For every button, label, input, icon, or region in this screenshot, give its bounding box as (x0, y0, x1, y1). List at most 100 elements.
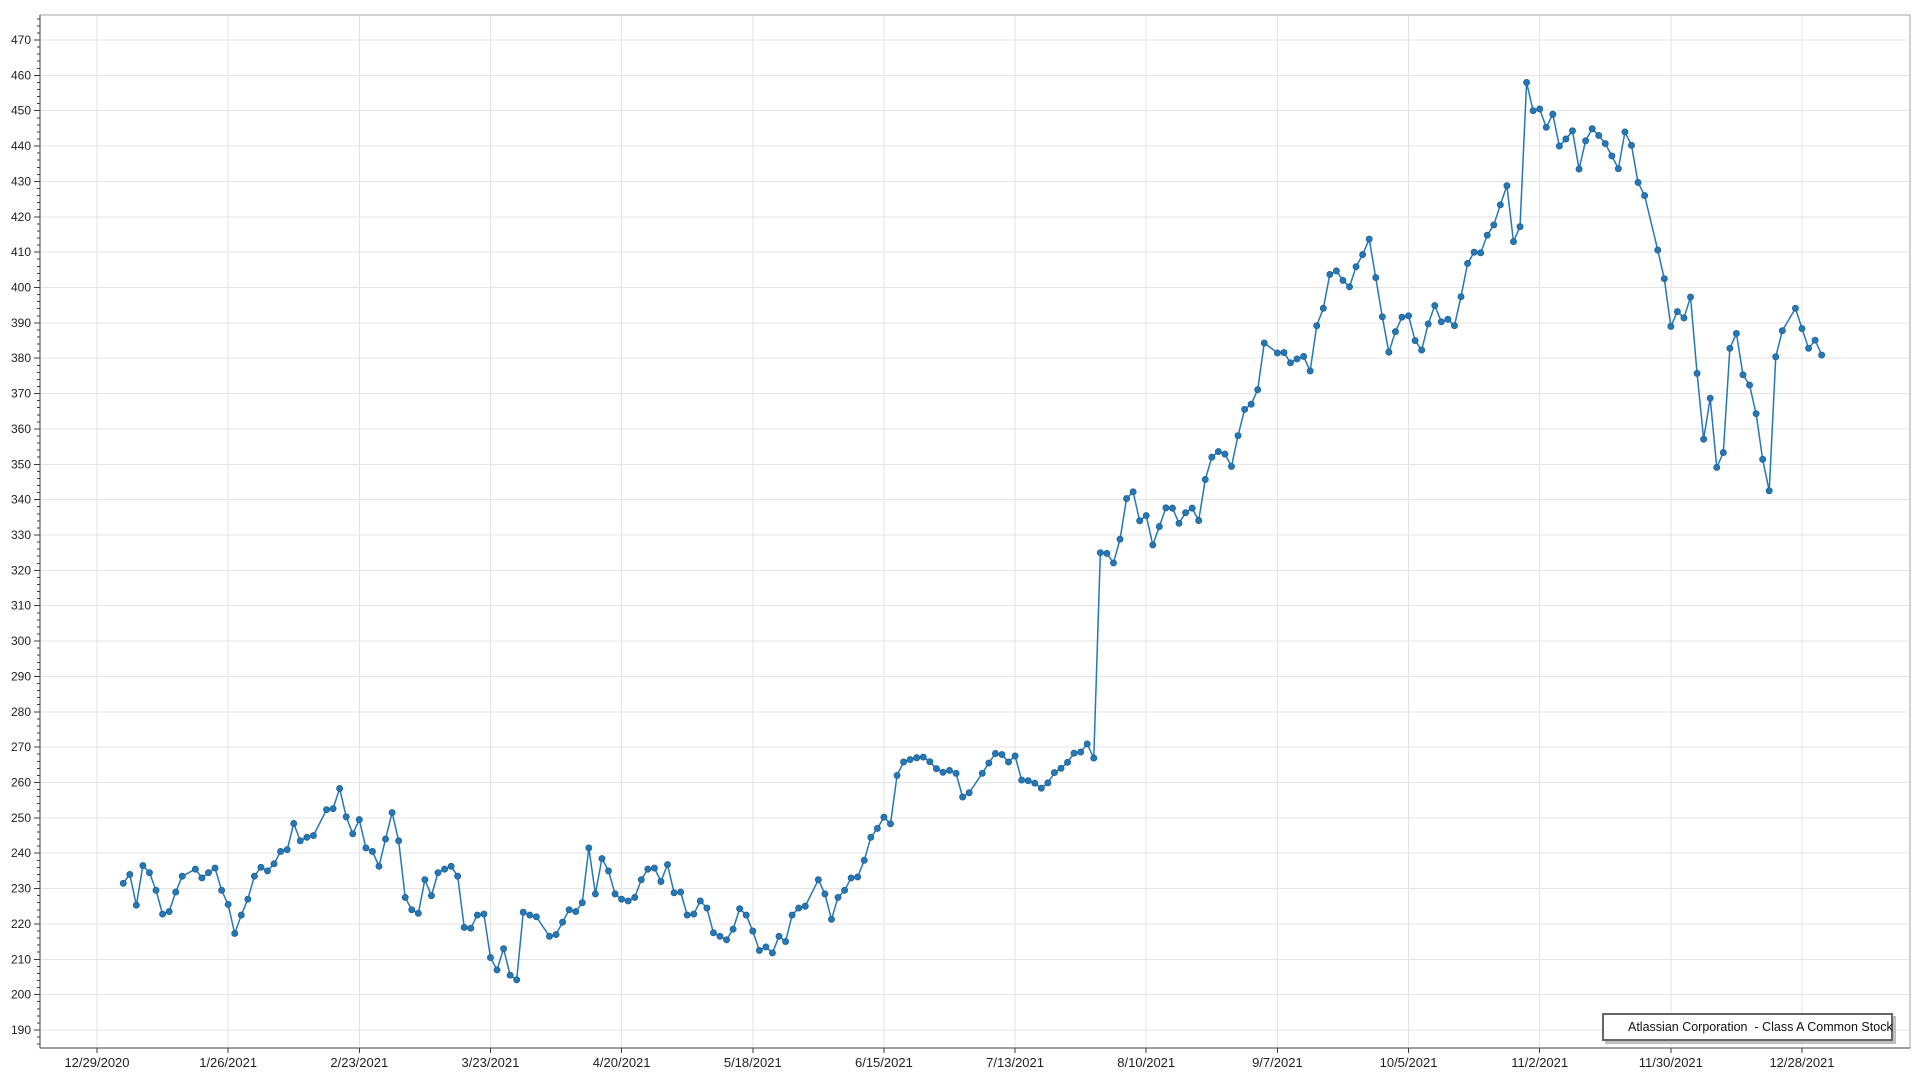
data-point-marker[interactable] (1418, 346, 1426, 354)
data-point-marker[interactable] (388, 809, 396, 817)
data-point-marker[interactable] (159, 910, 167, 918)
data-point-marker[interactable] (1077, 748, 1085, 756)
data-point-marker[interactable] (690, 910, 698, 918)
data-point-marker[interactable] (1346, 283, 1353, 291)
data-point-marker[interactable] (1614, 165, 1622, 173)
data-point-marker[interactable] (1444, 315, 1452, 323)
data-point-marker[interactable] (1280, 349, 1288, 357)
data-point-marker[interactable] (847, 874, 855, 882)
data-point-marker[interactable] (493, 966, 501, 974)
data-point-marker[interactable] (349, 830, 357, 838)
data-point-marker[interactable] (939, 768, 947, 776)
data-point-marker[interactable] (696, 897, 704, 905)
data-point-marker[interactable] (1752, 410, 1760, 418)
data-point-marker[interactable] (985, 759, 993, 767)
data-point-marker[interactable] (1798, 325, 1806, 332)
data-point-marker[interactable] (926, 758, 934, 766)
data-point-marker[interactable] (644, 865, 652, 873)
data-point-marker[interactable] (1818, 351, 1826, 359)
data-point-marker[interactable] (473, 911, 481, 919)
data-point-marker[interactable] (585, 844, 593, 852)
data-point-marker[interactable] (1555, 142, 1563, 150)
data-point-marker[interactable] (755, 947, 763, 954)
data-point-marker[interactable] (1536, 105, 1544, 113)
data-point-marker[interactable] (1601, 140, 1609, 148)
data-point-marker[interactable] (1621, 128, 1629, 136)
data-point-marker[interactable] (467, 924, 475, 932)
data-point-marker[interactable] (1719, 449, 1727, 457)
data-point-marker[interactable] (1155, 523, 1163, 530)
data-point-marker[interactable] (834, 893, 842, 901)
data-point-marker[interactable] (913, 754, 921, 762)
data-point-marker[interactable] (1096, 549, 1104, 557)
data-point-marker[interactable] (998, 751, 1006, 759)
data-point-marker[interactable] (1437, 318, 1445, 326)
data-point-marker[interactable] (1391, 328, 1399, 336)
data-point-marker[interactable] (1608, 152, 1616, 160)
data-point-marker[interactable] (1496, 201, 1504, 209)
data-point-marker[interactable] (1477, 249, 1485, 257)
data-point-marker[interactable] (1575, 165, 1583, 173)
data-point-marker[interactable] (670, 889, 678, 897)
data-point-marker[interactable] (1450, 322, 1458, 330)
data-point-marker[interactable] (323, 806, 330, 814)
data-point-marker[interactable] (532, 913, 540, 921)
data-point-marker[interactable] (1201, 476, 1209, 483)
data-point-marker[interactable] (709, 929, 717, 937)
data-point-marker[interactable] (565, 906, 573, 914)
data-point-marker[interactable] (1287, 359, 1294, 367)
data-point-marker[interactable] (1510, 238, 1517, 245)
data-point-marker[interactable] (1031, 779, 1039, 787)
data-point-marker[interactable] (1228, 462, 1235, 470)
data-point-marker[interactable] (1634, 179, 1642, 186)
data-point-marker[interactable] (480, 910, 488, 918)
data-point-marker[interactable] (1365, 235, 1373, 243)
data-point-marker[interactable] (329, 805, 337, 813)
data-point-marker[interactable] (447, 862, 455, 870)
data-point-marker[interactable] (1044, 779, 1052, 787)
data-point-marker[interactable] (434, 869, 442, 877)
data-point-marker[interactable] (1765, 487, 1773, 495)
data-point-marker[interactable] (762, 943, 770, 951)
data-point-marker[interactable] (336, 785, 344, 792)
legend[interactable]: Atlassian Corporation - Class A Common S… (1602, 1013, 1893, 1041)
data-point-marker[interactable] (1687, 293, 1694, 301)
data-point-marker[interactable] (1706, 394, 1714, 402)
data-point-marker[interactable] (854, 873, 862, 881)
data-point-marker[interactable] (1175, 519, 1183, 527)
data-point-marker[interactable] (814, 876, 822, 884)
data-point-marker[interactable] (1332, 267, 1340, 275)
data-point-marker[interactable] (1116, 535, 1124, 543)
data-point-marker[interactable] (290, 820, 298, 827)
data-point-marker[interactable] (1195, 517, 1203, 524)
data-point-marker[interactable] (572, 908, 580, 916)
data-point-marker[interactable] (841, 886, 849, 894)
data-point-marker[interactable] (860, 856, 868, 864)
data-point-marker[interactable] (401, 893, 409, 901)
data-point-marker[interactable] (382, 835, 389, 843)
data-point-marker[interactable] (1569, 127, 1576, 135)
data-point-marker[interactable] (1247, 400, 1255, 408)
data-point-marker[interactable] (978, 769, 986, 777)
data-point-marker[interactable] (309, 832, 317, 839)
data-point-marker[interactable] (1273, 349, 1281, 357)
data-point-marker[interactable] (460, 924, 468, 931)
data-point-marker[interactable] (1726, 344, 1734, 352)
data-point-marker[interactable] (1516, 223, 1524, 231)
data-point-marker[interactable] (303, 833, 311, 841)
data-point-marker[interactable] (1260, 339, 1268, 347)
data-point-marker[interactable] (782, 938, 790, 946)
data-point-marker[interactable] (1483, 231, 1491, 239)
data-point-marker[interactable] (1693, 369, 1701, 377)
data-point-marker[interactable] (631, 893, 639, 901)
data-point-marker[interactable] (1503, 182, 1511, 190)
data-point-marker[interactable] (1378, 313, 1386, 321)
data-point-marker[interactable] (1214, 448, 1222, 456)
data-point-marker[interactable] (1129, 488, 1137, 496)
data-point-marker[interactable] (716, 932, 724, 940)
data-point-marker[interactable] (1050, 769, 1058, 777)
data-point-marker[interactable] (1319, 304, 1327, 312)
data-point-marker[interactable] (1293, 355, 1301, 363)
data-point-marker[interactable] (342, 813, 350, 821)
